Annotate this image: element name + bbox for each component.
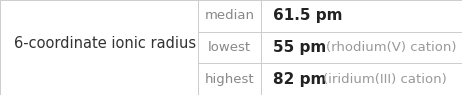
- Text: (iridium(III) cation): (iridium(III) cation): [323, 73, 447, 86]
- Text: 55 pm: 55 pm: [273, 40, 326, 55]
- Text: highest: highest: [205, 73, 254, 86]
- Text: median: median: [204, 9, 255, 22]
- Text: 61.5 pm: 61.5 pm: [273, 8, 342, 23]
- Text: lowest: lowest: [208, 41, 251, 54]
- Text: (rhodium(V) cation): (rhodium(V) cation): [326, 41, 456, 54]
- Text: 82 pm: 82 pm: [273, 72, 326, 87]
- Text: 6-coordinate ionic radius: 6-coordinate ionic radius: [14, 36, 196, 51]
